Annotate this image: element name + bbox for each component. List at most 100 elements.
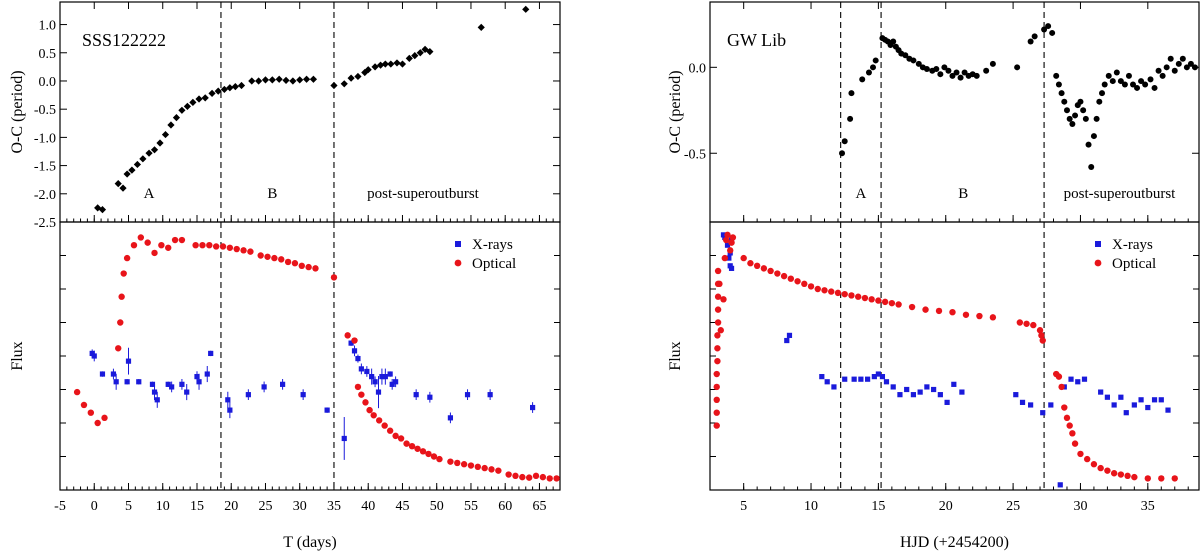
xray-point [1028, 402, 1034, 408]
optical-point [408, 442, 416, 450]
oc-point [347, 74, 355, 82]
legend-optical-marker [1094, 259, 1102, 267]
oc-point [1093, 115, 1100, 122]
optical-point [206, 241, 213, 249]
x-axis-label: T (days) [283, 534, 336, 551]
optical-point [392, 432, 399, 440]
xray-point [786, 332, 793, 338]
optical-point [403, 440, 410, 447]
xray-point [824, 379, 830, 385]
optical-point [165, 244, 172, 251]
y-tick-label: 0.0 [39, 75, 57, 90]
oc-point [1080, 107, 1087, 114]
oc-point [426, 48, 434, 56]
xray-point [851, 376, 857, 382]
xray-point [227, 407, 233, 413]
optical-point [717, 327, 724, 334]
oc-point [841, 138, 848, 145]
optical-point [1158, 475, 1165, 482]
panel-title: GW Lib [727, 30, 786, 50]
optical-point [1104, 467, 1111, 474]
oc-point [330, 81, 338, 90]
oc-point [1187, 60, 1194, 67]
optical-point [381, 422, 388, 429]
oc-point [309, 75, 318, 83]
oc-point [1163, 64, 1170, 71]
oc-point [1191, 64, 1198, 71]
xray-point [784, 337, 790, 344]
oc-point [421, 45, 429, 53]
oc-point [1061, 98, 1068, 105]
oc-point [870, 64, 876, 71]
optical-point [720, 296, 727, 303]
optical-point [753, 262, 761, 270]
optical-point [366, 406, 373, 414]
optical-point [1124, 472, 1131, 480]
oc-point [941, 64, 948, 71]
oc-point [248, 77, 256, 85]
oc-point [139, 155, 147, 163]
optical-point [1110, 470, 1118, 477]
oc-point [848, 90, 855, 97]
xray-series [720, 232, 1171, 488]
optical-series [713, 231, 1178, 482]
optical-point [358, 391, 365, 398]
y-tick-label: -0.5 [684, 147, 706, 162]
optical-point [474, 463, 482, 471]
oc-point [354, 72, 362, 81]
xray-point [917, 389, 923, 395]
oc-point [201, 94, 209, 102]
xray-point [959, 389, 965, 395]
legend-xray-label: X-rays [1112, 237, 1153, 253]
y-tick-label: -1.5 [34, 160, 56, 175]
oc-point [268, 76, 276, 84]
oc-point [522, 5, 530, 13]
y-tick-label: 1.0 [39, 19, 57, 34]
xray-point [1131, 402, 1137, 408]
optical-point [430, 453, 438, 460]
x-tick-label: 65 [532, 499, 546, 514]
optical-point [1036, 327, 1044, 334]
oc-point [371, 63, 379, 71]
oc-point [1101, 81, 1108, 88]
xray-point [389, 381, 395, 387]
xray-point [355, 355, 361, 362]
optical-point [397, 435, 405, 442]
region-label: post-superoutburst [367, 186, 479, 202]
optical-point [539, 473, 547, 481]
x-tick-label: 20 [224, 499, 238, 514]
oc-point [128, 166, 136, 174]
x-tick-label: 40 [361, 499, 375, 514]
oc-point [1082, 115, 1089, 122]
xray-point [91, 353, 97, 359]
optical-point [375, 417, 383, 424]
optical-point [291, 260, 299, 267]
optical-point [716, 280, 723, 288]
xray-point [194, 374, 200, 380]
oc-point [872, 57, 879, 64]
legend-xray-marker [1095, 241, 1101, 247]
oc-point [416, 49, 424, 57]
oc-point [1069, 121, 1076, 128]
optical-point [495, 467, 502, 474]
oc-point [1183, 64, 1190, 71]
oc-point [150, 146, 159, 154]
optical-point [481, 464, 488, 472]
xray-point [387, 371, 393, 377]
oc-point [178, 106, 186, 114]
oc-point [172, 114, 181, 122]
optical-point [178, 236, 186, 244]
oc-point [910, 57, 917, 64]
oc-point [255, 77, 263, 85]
xray-point [375, 389, 382, 395]
xray-point [879, 374, 886, 380]
optical-point [488, 466, 495, 473]
optical-point [881, 298, 889, 306]
oc-point [1134, 84, 1141, 91]
xray-point [842, 376, 848, 382]
oc-point [398, 60, 407, 68]
oc-point [376, 61, 385, 69]
oc-point [1031, 33, 1038, 40]
oc-point [340, 80, 348, 88]
